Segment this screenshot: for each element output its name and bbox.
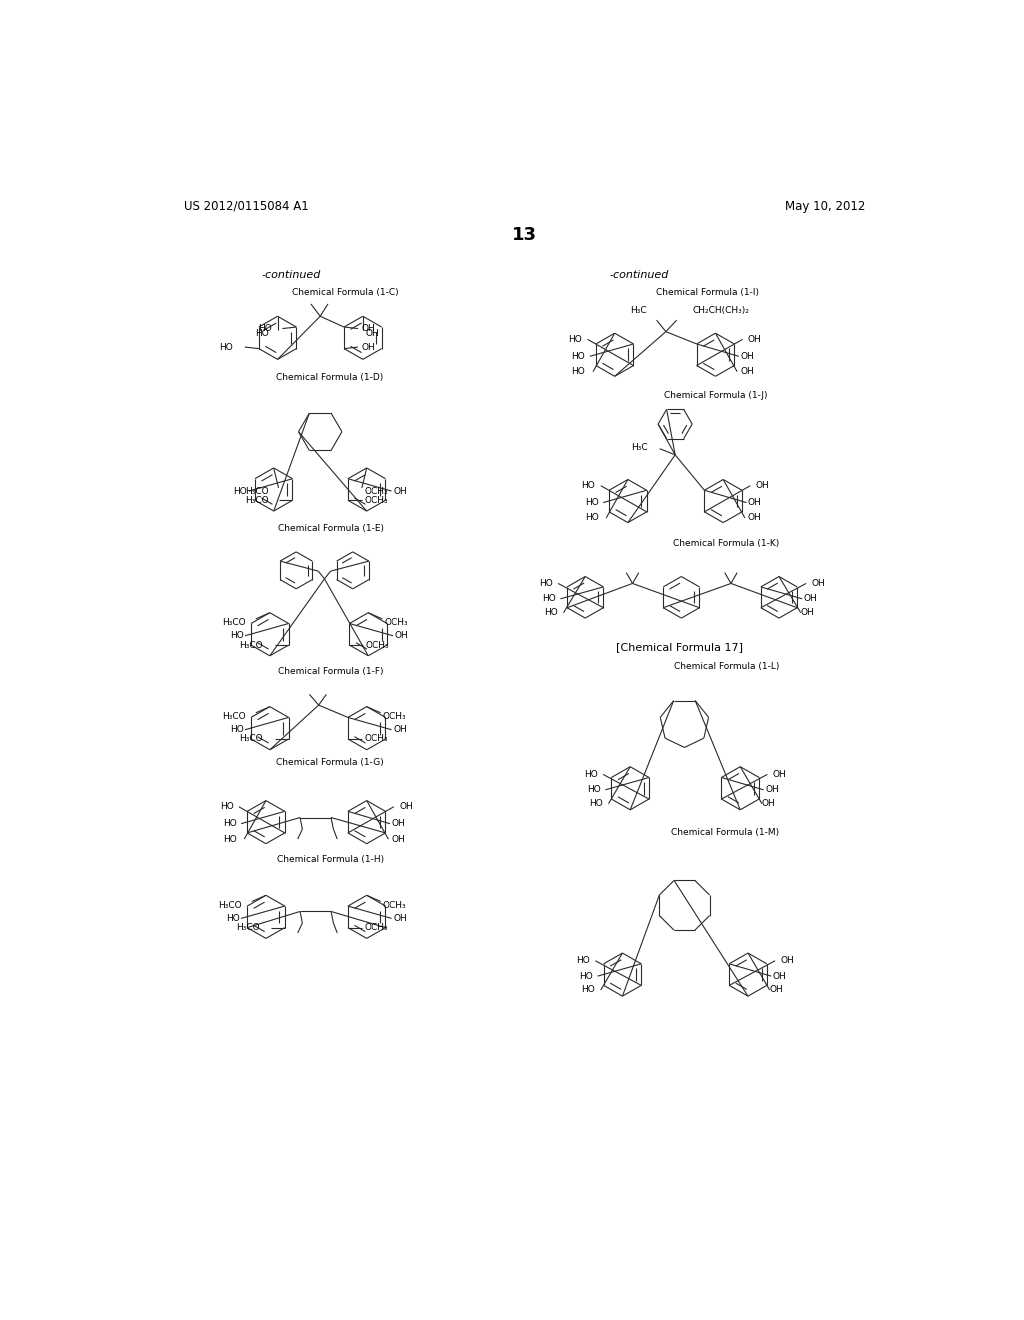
Text: OH: OH bbox=[393, 913, 407, 923]
Text: OCH₃: OCH₃ bbox=[365, 487, 388, 496]
Text: HO: HO bbox=[582, 986, 595, 994]
Text: H₃CO: H₃CO bbox=[222, 618, 246, 627]
Text: US 2012/0115084 A1: US 2012/0115084 A1 bbox=[183, 199, 308, 213]
Text: OH: OH bbox=[765, 785, 779, 795]
Text: Chemical Formula (1-G): Chemical Formula (1-G) bbox=[276, 759, 384, 767]
Text: Chemical Formula (1-K): Chemical Formula (1-K) bbox=[673, 539, 779, 548]
Text: Chemical Formula (1-C): Chemical Formula (1-C) bbox=[292, 288, 398, 297]
Text: OH: OH bbox=[740, 367, 754, 376]
Text: Chemical Formula (1-J): Chemical Formula (1-J) bbox=[664, 391, 767, 400]
Text: OH: OH bbox=[394, 631, 409, 640]
Text: OCH₃: OCH₃ bbox=[366, 640, 389, 649]
Text: H₃C: H₃C bbox=[630, 306, 646, 315]
Text: HO: HO bbox=[255, 330, 269, 338]
Text: HO: HO bbox=[585, 498, 598, 507]
Text: H₃CO: H₃CO bbox=[222, 713, 246, 721]
Text: HO: HO bbox=[582, 482, 595, 490]
Text: OH: OH bbox=[393, 487, 407, 495]
Text: OH: OH bbox=[740, 352, 754, 360]
Text: HO: HO bbox=[233, 487, 248, 495]
Text: OH: OH bbox=[393, 725, 407, 734]
Text: HO: HO bbox=[587, 785, 601, 795]
Text: H₃CO: H₃CO bbox=[245, 487, 268, 496]
Text: OH: OH bbox=[748, 498, 762, 507]
Text: HO: HO bbox=[220, 803, 233, 812]
Text: HO: HO bbox=[590, 799, 603, 808]
Text: OCH₃: OCH₃ bbox=[383, 713, 407, 721]
Text: OH: OH bbox=[361, 343, 375, 351]
Text: HO: HO bbox=[584, 770, 598, 779]
Text: Chemical Formula (1-I): Chemical Formula (1-I) bbox=[656, 288, 759, 297]
Text: H₃CO: H₃CO bbox=[240, 640, 263, 649]
Text: HO: HO bbox=[219, 343, 233, 351]
Text: HO: HO bbox=[577, 956, 590, 965]
Text: [Chemical Formula 17]: [Chemical Formula 17] bbox=[616, 643, 743, 652]
Text: OH: OH bbox=[366, 330, 380, 338]
Text: HO: HO bbox=[223, 820, 237, 828]
Text: OH: OH bbox=[770, 986, 783, 994]
Text: 13: 13 bbox=[512, 227, 538, 244]
Text: HO: HO bbox=[258, 325, 272, 333]
Text: OH: OH bbox=[773, 972, 786, 981]
Text: OCH₃: OCH₃ bbox=[383, 900, 407, 909]
Text: OH: OH bbox=[780, 956, 795, 965]
Text: H₃CO: H₃CO bbox=[218, 900, 242, 909]
Text: HO: HO bbox=[223, 834, 237, 843]
Text: HO: HO bbox=[571, 367, 586, 376]
Text: HO: HO bbox=[580, 972, 593, 981]
Text: OH: OH bbox=[801, 609, 814, 618]
Text: OH: OH bbox=[748, 513, 762, 523]
Text: HO: HO bbox=[229, 725, 244, 734]
Text: H₃CO: H₃CO bbox=[245, 496, 268, 504]
Text: Chemical Formula (1-L): Chemical Formula (1-L) bbox=[674, 663, 779, 671]
Text: OH: OH bbox=[399, 803, 413, 812]
Text: OH: OH bbox=[804, 594, 817, 603]
Text: OH: OH bbox=[391, 820, 406, 828]
Text: OCH₃: OCH₃ bbox=[385, 618, 409, 627]
Text: OH: OH bbox=[812, 579, 825, 587]
Text: OH: OH bbox=[748, 335, 762, 343]
Text: H₃CO: H₃CO bbox=[240, 734, 263, 743]
Text: OCH₃: OCH₃ bbox=[365, 734, 388, 743]
Text: HO: HO bbox=[226, 913, 240, 923]
Text: HO: HO bbox=[229, 631, 244, 640]
Text: OH: OH bbox=[756, 482, 769, 490]
Text: H₃CO: H₃CO bbox=[236, 923, 259, 932]
Text: CH₂CH(CH₃)₂: CH₂CH(CH₃)₂ bbox=[692, 306, 750, 315]
Text: Chemical Formula (1-D): Chemical Formula (1-D) bbox=[276, 374, 384, 383]
Text: OH: OH bbox=[762, 799, 776, 808]
Text: HO: HO bbox=[542, 594, 556, 603]
Text: OCH₃: OCH₃ bbox=[365, 923, 388, 932]
Text: OCH₃: OCH₃ bbox=[365, 496, 388, 504]
Text: -continued: -continued bbox=[610, 271, 670, 280]
Text: HO: HO bbox=[571, 352, 586, 360]
Text: OH: OH bbox=[361, 325, 375, 333]
Text: -continued: -continued bbox=[261, 271, 321, 280]
Text: May 10, 2012: May 10, 2012 bbox=[785, 199, 866, 213]
Text: OH: OH bbox=[391, 834, 406, 843]
Text: HO: HO bbox=[545, 609, 558, 618]
Text: Chemical Formula (1-E): Chemical Formula (1-E) bbox=[278, 524, 384, 532]
Text: Chemical Formula (1-F): Chemical Formula (1-F) bbox=[279, 668, 384, 676]
Text: HO: HO bbox=[568, 335, 583, 343]
Text: OH: OH bbox=[773, 770, 786, 779]
Text: Chemical Formula (1-H): Chemical Formula (1-H) bbox=[276, 854, 384, 863]
Text: Chemical Formula (1-M): Chemical Formula (1-M) bbox=[671, 828, 779, 837]
Text: H₃C: H₃C bbox=[631, 442, 647, 451]
Text: HO: HO bbox=[539, 579, 553, 587]
Text: HO: HO bbox=[585, 513, 598, 523]
